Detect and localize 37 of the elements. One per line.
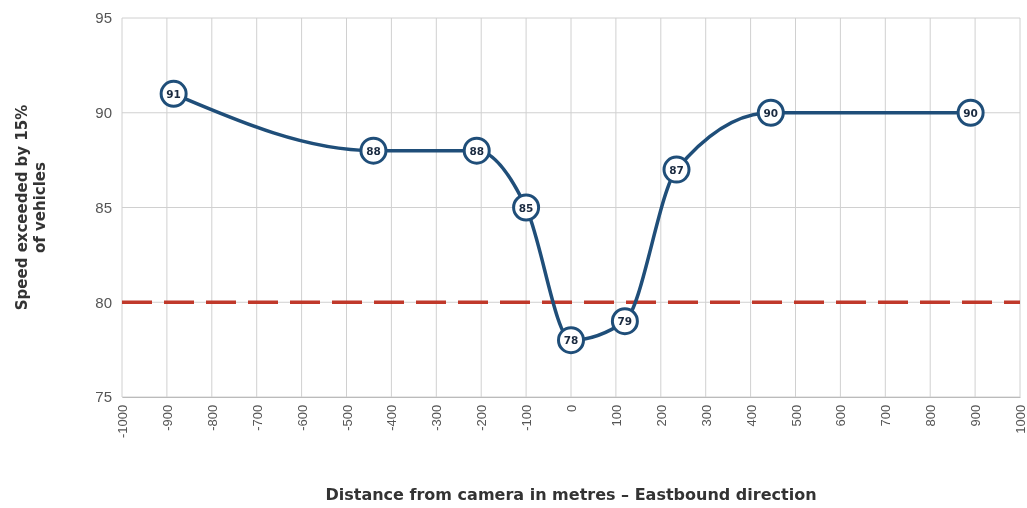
x-tick-label: 900 <box>968 404 984 427</box>
x-tick-label: 300 <box>698 404 714 427</box>
y-tick-label: 95 <box>95 9 112 27</box>
y-tick-label: 85 <box>95 198 112 216</box>
x-tick-label: -800 <box>204 404 220 431</box>
x-tick-label: 100 <box>608 404 624 427</box>
x-tick-label: 600 <box>833 404 849 427</box>
y-tick-label: 90 <box>95 104 112 122</box>
y-tick-label: 75 <box>95 388 112 406</box>
data-label: 88 <box>366 144 381 157</box>
data-label: 87 <box>669 163 684 176</box>
x-tick-label: -900 <box>159 404 175 431</box>
data-label: 78 <box>563 334 579 347</box>
y-tick-label: 80 <box>95 293 112 311</box>
data-label: 79 <box>617 315 633 328</box>
data-label: 85 <box>518 201 534 214</box>
x-tick-label: -500 <box>339 404 355 431</box>
data-label: 88 <box>469 144 485 157</box>
x-tick-label: 700 <box>878 404 894 427</box>
x-tick-label: 500 <box>788 404 804 427</box>
x-tick-label: -1000 <box>115 404 131 439</box>
x-tick-label: -600 <box>294 404 310 431</box>
x-tick-label: -400 <box>384 404 400 431</box>
x-tick-label: 0 <box>564 404 580 413</box>
y-axis-title: Speed exceeded by 15% of vehicles <box>13 104 49 311</box>
x-tick-label: 800 <box>923 404 939 427</box>
x-tick-label: -100 <box>519 404 535 431</box>
x-tick-label: 200 <box>653 404 669 427</box>
x-tick-label: 1000 <box>1013 404 1027 434</box>
x-tick-label: 400 <box>743 404 759 427</box>
data-label: 91 <box>166 87 181 100</box>
x-tick-label: -300 <box>429 404 445 431</box>
x-tick-label: -700 <box>249 404 265 431</box>
x-axis-title: Distance from camera in metres – Eastbound direction <box>325 485 817 504</box>
data-label: 90 <box>763 106 779 119</box>
x-tick-label: -200 <box>474 404 490 431</box>
data-label: 90 <box>963 106 978 119</box>
